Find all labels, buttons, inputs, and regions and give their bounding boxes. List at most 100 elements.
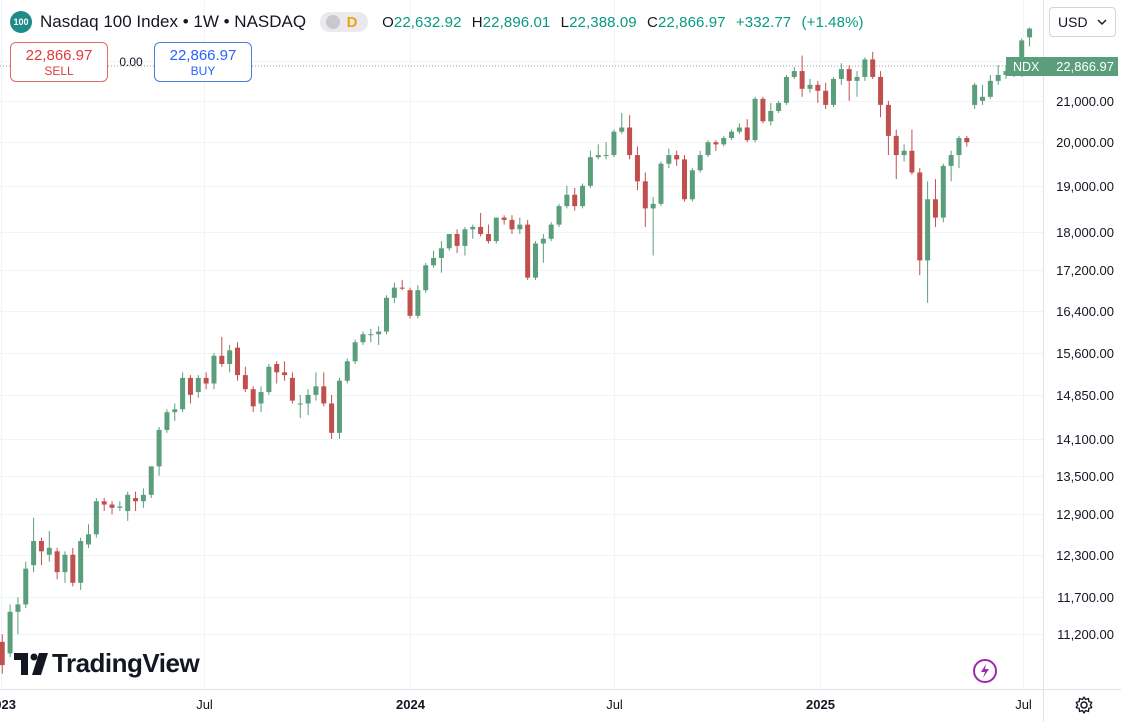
candle-up: [7, 604, 13, 658]
candle-body: [870, 59, 876, 77]
candle-body: [689, 170, 695, 200]
ohlc-close: 22,866.97: [657, 13, 726, 31]
candle-body: [187, 377, 193, 395]
currency-label: USD: [1058, 14, 1088, 30]
candle-body: [266, 366, 272, 393]
candle-body: [611, 131, 617, 156]
candle-up: [862, 57, 868, 81]
candle-down: [109, 501, 115, 515]
candle-up: [376, 326, 382, 345]
currency-select[interactable]: USD: [1049, 7, 1116, 37]
candle-up: [533, 241, 539, 281]
ohlc-high: 22,896.01: [482, 13, 551, 31]
candle-body: [940, 165, 946, 218]
ohlc-values: O22,632.92 H22,896.01 L22,388.09 C22,866…: [382, 14, 870, 31]
candle-up: [776, 100, 782, 114]
candle-up: [148, 466, 154, 499]
candle-down: [485, 224, 491, 244]
candle-down: [713, 140, 719, 151]
candle-up: [611, 129, 617, 158]
price-tick-label: 13,500.00: [1056, 469, 1114, 484]
candle-up: [517, 217, 523, 235]
candle-body: [846, 69, 852, 81]
candle-body: [556, 206, 562, 225]
candle-body: [862, 59, 868, 77]
candle-body: [909, 150, 915, 173]
candle-body: [38, 541, 44, 552]
candle-down: [634, 146, 640, 191]
sell-button[interactable]: 22,866.97 SELL: [10, 42, 108, 82]
candle-body: [101, 501, 107, 505]
data-mode-toggle[interactable]: D: [320, 12, 369, 32]
candle-down: [242, 366, 248, 393]
candle-up: [415, 285, 421, 319]
candle-body: [807, 84, 813, 89]
candle-body: [321, 386, 327, 404]
candle-up: [211, 353, 217, 390]
candle-down: [478, 212, 484, 237]
candle-up: [493, 217, 499, 244]
candle-up: [313, 372, 319, 401]
ohlc-low-key: L: [560, 13, 570, 31]
candle-body: [995, 74, 1001, 81]
candle-up: [587, 150, 593, 189]
price-tick-label: 12,300.00: [1056, 548, 1114, 563]
candle-up: [31, 517, 37, 573]
candle-body: [525, 224, 531, 278]
candle-body: [666, 155, 672, 164]
last-price-tag-value: 22,866.97: [1056, 59, 1114, 74]
candle-body: [211, 355, 217, 384]
candle-body: [431, 257, 437, 266]
time-tick-label: Jul: [606, 697, 623, 712]
candle-up: [995, 65, 1001, 85]
candle-body: [399, 287, 405, 289]
buy-button[interactable]: 22,866.97 BUY: [154, 42, 252, 82]
candle-body: [407, 290, 413, 316]
candle-down: [823, 82, 829, 109]
candle-up: [838, 63, 844, 85]
candle-up: [297, 394, 303, 419]
candle-body: [454, 234, 460, 246]
candle-down: [501, 215, 507, 225]
settings-gear-icon[interactable]: [1073, 694, 1095, 716]
candle-body: [964, 138, 970, 143]
candle-up: [697, 150, 703, 173]
candle-body: [674, 155, 680, 160]
candle-up: [125, 491, 131, 521]
candle-down: [878, 71, 884, 118]
candle-down: [321, 372, 327, 407]
candle-body: [7, 611, 13, 654]
candle-body: [140, 494, 146, 502]
time-axis[interactable]: 2023 Jul 2024 Jul 2025 Jul: [0, 697, 1032, 712]
candle-up: [117, 501, 123, 512]
candle-body: [956, 138, 962, 156]
flash-icon[interactable]: [973, 659, 997, 683]
candle-body: [180, 377, 186, 410]
candle-body: [721, 138, 727, 145]
candles: [0, 27, 1033, 674]
candle-down: [399, 280, 405, 291]
candle-down: [203, 372, 209, 390]
ohlc-close-key: C: [647, 13, 658, 31]
time-tick-label: 2023: [0, 697, 16, 712]
candle-body: [658, 163, 664, 204]
candle-down: [760, 96, 766, 124]
candle-body: [776, 102, 782, 112]
symbol-title[interactable]: Nasdaq 100 Index • 1W • NASDAQ: [40, 12, 307, 31]
last-price-tag: NDX 22,866.97: [1006, 57, 1118, 76]
price-axis[interactable]: 22,000.0021,000.0020,000.0019,000.0018,0…: [1056, 54, 1114, 642]
candle-body: [109, 504, 115, 508]
candle-up: [729, 129, 735, 141]
time-tick-label: Jul: [196, 697, 213, 712]
ohlc-high-key: H: [471, 13, 483, 31]
candle-body: [893, 135, 899, 156]
tradingview-logo[interactable]: TradingView: [14, 648, 200, 679]
candle-down: [454, 229, 460, 254]
candle-body: [117, 506, 123, 508]
candle-down: [964, 135, 970, 147]
candle-down: [289, 372, 295, 404]
candle-up: [431, 250, 437, 268]
candle-up: [344, 358, 350, 384]
candle-down: [682, 155, 688, 202]
